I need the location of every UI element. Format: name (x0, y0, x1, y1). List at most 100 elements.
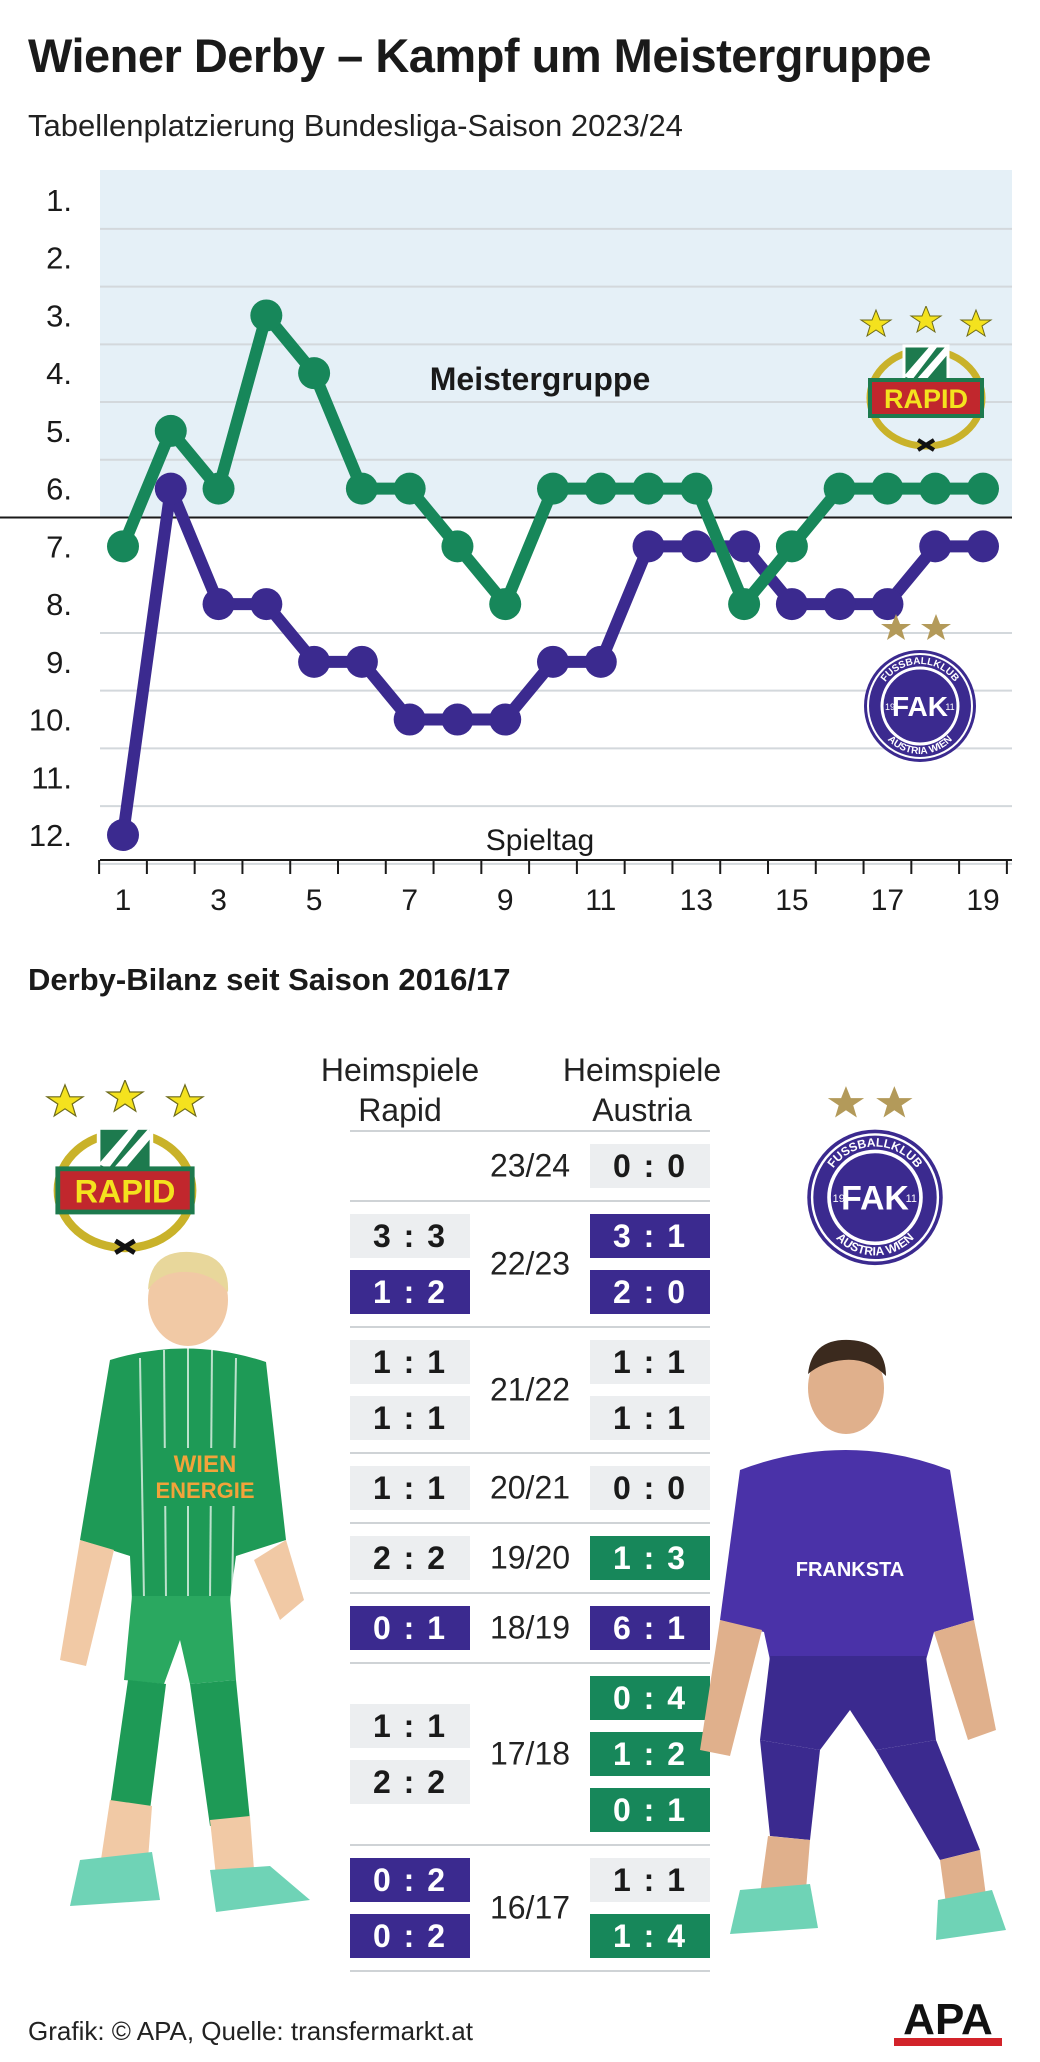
austria-home-score: 1 : 4 (590, 1914, 710, 1958)
data-point-rapid (919, 472, 952, 505)
star-icon (827, 1086, 865, 1118)
x-tick-label: 17 (871, 884, 904, 917)
austria-logo-icon: FUSSBALLKLUB AUSTRIA WIEN FAK 19 11 (807, 1086, 943, 1266)
x-tick-label: 13 (680, 884, 713, 917)
rapid-sponsor-line2: ENERGIE (155, 1478, 254, 1503)
x-tick-label: 19 (966, 884, 999, 917)
data-point-austria (441, 703, 474, 736)
season-row: 18/19 0 : 1 6 : 1 (350, 1594, 710, 1664)
y-tick-label: 1. (46, 183, 72, 218)
data-point-rapid (584, 472, 617, 505)
data-point-austria (298, 645, 331, 678)
y-tick-label: 2. (46, 241, 72, 276)
data-point-rapid (823, 472, 856, 505)
rapid-home-score: 0 : 2 (350, 1858, 470, 1902)
austria-home-score: 1 : 1 (590, 1340, 710, 1384)
season-row: 23/24 0 : 0 (350, 1130, 710, 1202)
page-title: Wiener Derby – Kampf um Meistergruppe (28, 29, 932, 82)
season-label: 19/20 (489, 1539, 571, 1576)
data-point-rapid (775, 530, 808, 563)
footer-source: Grafik: © APA, Quelle: transfermarkt.at (28, 2016, 473, 2046)
austria-home-score: 1 : 1 (590, 1858, 710, 1902)
rapid-logo-text: RAPID (884, 384, 968, 414)
y-tick-label: 3. (46, 298, 72, 333)
season-label: 23/24 (489, 1147, 571, 1184)
austria-home-score: 1 : 2 (590, 1732, 710, 1776)
chart-grid (100, 227, 1012, 865)
austria-home-score: 2 : 0 (590, 1270, 710, 1314)
data-point-austria (728, 530, 761, 563)
x-tick-label: 11 (585, 884, 616, 917)
data-point-rapid (393, 472, 426, 505)
derby-results-table: 23/24 0 : 0 22/23 3 : 3 1 : 2 3 : 1 2 : 0 21/22… (350, 1130, 710, 1972)
rapid-home-score: 1 : 1 (350, 1340, 470, 1384)
rapid-home-score: 2 : 2 (350, 1760, 470, 1804)
rapid-logo-icon: RAPID (45, 1080, 205, 1255)
star-icon (921, 614, 951, 640)
austria-home-score: 0 : 0 (590, 1466, 710, 1510)
rapid-home-score: 0 : 1 (350, 1606, 470, 1650)
rapid-home-score: 1 : 2 (350, 1270, 470, 1314)
season-label: 17/18 (489, 1735, 571, 1772)
data-point-austria (393, 703, 426, 736)
zone-label: Meistergruppe (430, 361, 650, 397)
x-tick-label: 7 (401, 884, 418, 917)
page-subtitle: Tabellenplatzierung Bundesliga-Saison 20… (28, 108, 683, 143)
chart-series (107, 299, 999, 851)
data-point-rapid (250, 299, 283, 332)
data-point-austria (107, 819, 139, 851)
austria-logo-year-right: 11 (945, 702, 954, 712)
data-point-rapid (537, 472, 569, 505)
data-point-rapid (298, 357, 331, 390)
x-tick-label: 15 (775, 884, 808, 917)
rapid-home-score: 0 : 2 (350, 1914, 470, 1958)
data-point-austria (250, 588, 283, 621)
austria-sponsor: FRANKSTA (796, 1559, 905, 1581)
y-tick-label: 12. (29, 818, 72, 853)
data-point-austria (680, 530, 713, 563)
season-label: 22/23 (489, 1245, 571, 1282)
austria-logo-year-left: 19 (833, 1193, 845, 1205)
season-row: 19/20 2 : 2 1 : 3 (350, 1524, 710, 1594)
derby-section-heading: Derby-Bilanz seit Saison 2016/17 (28, 962, 511, 997)
column-header-rapid-home: Heimspiele Rapid (290, 1050, 510, 1130)
data-point-rapid (871, 472, 904, 505)
austria-logo-year-right: 11 (906, 1193, 917, 1205)
star-icon (909, 306, 943, 334)
column-header-austria-home: Heimspiele Austria (532, 1050, 752, 1130)
star-icon (881, 614, 911, 640)
data-point-austria (537, 645, 569, 678)
data-point-austria (345, 645, 378, 678)
data-point-austria (632, 530, 665, 563)
data-point-rapid (202, 472, 235, 505)
season-row: 20/21 1 : 1 0 : 0 (350, 1454, 710, 1524)
season-label: 18/19 (489, 1609, 571, 1646)
data-point-austria (154, 472, 187, 505)
star-icon (876, 1086, 913, 1118)
data-point-austria (775, 588, 808, 621)
rapid-home-score: 1 : 1 (350, 1396, 470, 1440)
rapid-logo-icon: RAPID (859, 306, 993, 452)
rapid-home-score: 3 : 3 (350, 1214, 470, 1258)
season-label: 21/22 (489, 1371, 571, 1408)
column-header-line: Austria (592, 1092, 692, 1128)
rapid-home-score: 2 : 2 (350, 1536, 470, 1580)
y-tick-label: 4. (46, 356, 72, 391)
data-point-austria (823, 588, 856, 621)
rapid-home-score: 1 : 1 (350, 1704, 470, 1748)
y-tick-label: 9. (46, 645, 72, 680)
y-tick-label: 5. (46, 414, 72, 449)
austria-home-score: 0 : 1 (590, 1788, 710, 1832)
rapid-logo-text: RAPID (75, 1173, 176, 1209)
rapid-player-image: WIEN ENERGIE (60, 1251, 310, 1912)
austria-logo-letters: FAK (841, 1179, 909, 1217)
austria-home-score: 0 : 0 (590, 1144, 710, 1188)
data-point-rapid (441, 530, 474, 563)
column-header-line: Rapid (358, 1092, 442, 1128)
data-point-rapid (728, 588, 761, 621)
season-label: 20/21 (489, 1469, 571, 1506)
x-tick-label: 1 (115, 884, 132, 917)
series-rapid (107, 299, 999, 621)
y-tick-label: 8. (46, 587, 72, 622)
ranking-line-chart: 1.2.3.4.5.6.7.8.9.10.11.12. 1 3 5 7 9 11 13 15 1… (0, 170, 1012, 917)
